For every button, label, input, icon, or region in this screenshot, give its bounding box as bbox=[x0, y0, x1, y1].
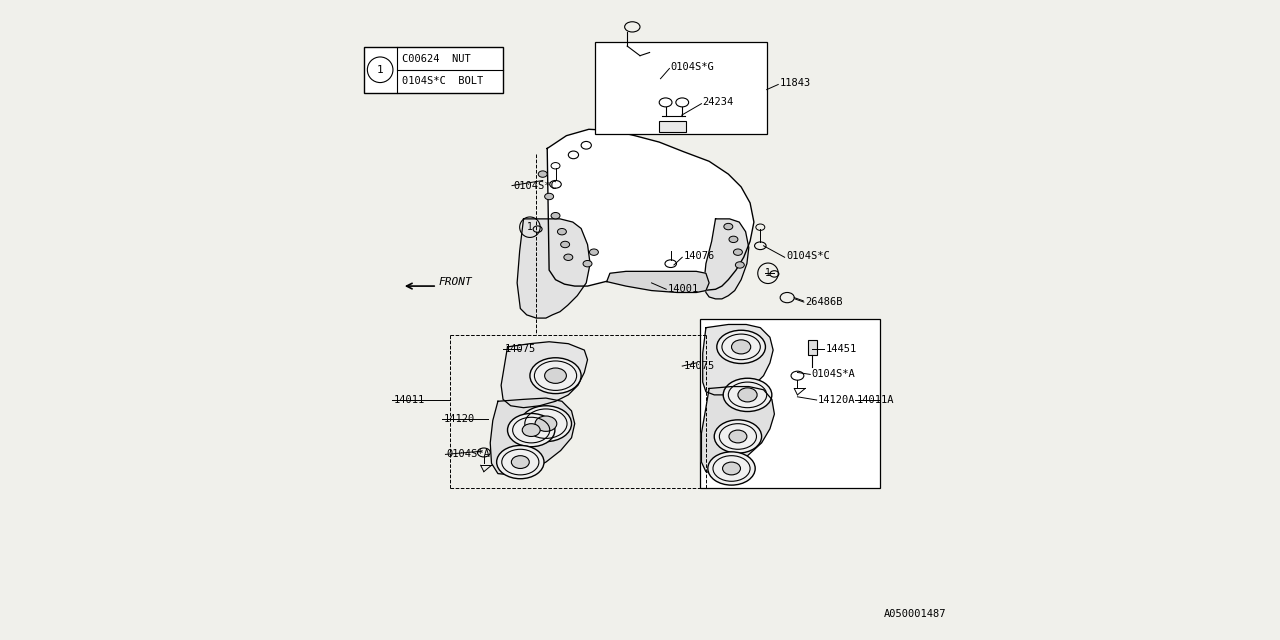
Ellipse shape bbox=[714, 420, 762, 453]
Ellipse shape bbox=[550, 212, 561, 219]
Text: 24234: 24234 bbox=[703, 97, 733, 108]
Ellipse shape bbox=[508, 413, 556, 447]
Text: 11843: 11843 bbox=[780, 78, 810, 88]
Polygon shape bbox=[517, 219, 590, 318]
Bar bbox=[659, 121, 686, 132]
Polygon shape bbox=[502, 342, 588, 408]
Text: 1: 1 bbox=[376, 65, 384, 75]
Ellipse shape bbox=[545, 368, 566, 383]
Text: 0104S*C: 0104S*C bbox=[786, 251, 829, 261]
Ellipse shape bbox=[737, 388, 758, 402]
Ellipse shape bbox=[722, 462, 740, 475]
Ellipse shape bbox=[724, 223, 732, 230]
Text: 14451: 14451 bbox=[826, 344, 856, 354]
Bar bbox=[699, 319, 881, 488]
Bar bbox=[364, 47, 503, 93]
Ellipse shape bbox=[539, 171, 548, 177]
Ellipse shape bbox=[563, 254, 573, 260]
Polygon shape bbox=[490, 398, 575, 475]
Ellipse shape bbox=[723, 378, 772, 412]
Ellipse shape bbox=[497, 445, 544, 479]
Ellipse shape bbox=[561, 241, 570, 248]
Polygon shape bbox=[704, 219, 749, 299]
Ellipse shape bbox=[732, 340, 751, 354]
Text: C00624  NUT: C00624 NUT bbox=[402, 54, 471, 64]
Text: 0104S*C  BOLT: 0104S*C BOLT bbox=[402, 76, 483, 86]
Ellipse shape bbox=[733, 249, 742, 255]
Ellipse shape bbox=[730, 236, 739, 243]
Bar bbox=[809, 340, 817, 355]
Ellipse shape bbox=[520, 406, 571, 442]
Ellipse shape bbox=[730, 430, 748, 443]
Ellipse shape bbox=[708, 452, 755, 485]
Ellipse shape bbox=[558, 228, 567, 235]
Text: 14076: 14076 bbox=[684, 251, 714, 261]
Text: 1: 1 bbox=[527, 222, 532, 232]
Ellipse shape bbox=[544, 193, 554, 200]
Text: FRONT: FRONT bbox=[438, 276, 472, 287]
Polygon shape bbox=[607, 271, 709, 292]
Ellipse shape bbox=[522, 424, 540, 436]
Polygon shape bbox=[701, 387, 774, 474]
Ellipse shape bbox=[717, 330, 765, 364]
Ellipse shape bbox=[530, 358, 581, 394]
Text: 14011: 14011 bbox=[394, 395, 425, 405]
Text: 14075: 14075 bbox=[504, 344, 535, 354]
Ellipse shape bbox=[590, 249, 599, 255]
Text: 14075: 14075 bbox=[684, 361, 714, 371]
Text: 0104S*G: 0104S*G bbox=[671, 62, 714, 72]
Text: 0104S*A: 0104S*A bbox=[447, 449, 490, 460]
Ellipse shape bbox=[584, 260, 591, 267]
Text: 0104S*C: 0104S*C bbox=[513, 180, 557, 191]
Text: 14120A: 14120A bbox=[818, 395, 855, 405]
Text: 14001: 14001 bbox=[668, 284, 699, 294]
Ellipse shape bbox=[535, 416, 557, 431]
Ellipse shape bbox=[735, 262, 745, 268]
Polygon shape bbox=[703, 324, 773, 395]
Text: 26486B: 26486B bbox=[805, 297, 842, 307]
Text: 14120: 14120 bbox=[444, 414, 475, 424]
Text: 0104S*A: 0104S*A bbox=[812, 369, 855, 380]
Polygon shape bbox=[548, 129, 754, 291]
Ellipse shape bbox=[511, 456, 530, 468]
Text: 14011A: 14011A bbox=[856, 395, 893, 405]
Text: 1: 1 bbox=[765, 268, 771, 278]
Text: A050001487: A050001487 bbox=[883, 609, 946, 619]
Bar bbox=[595, 42, 767, 134]
